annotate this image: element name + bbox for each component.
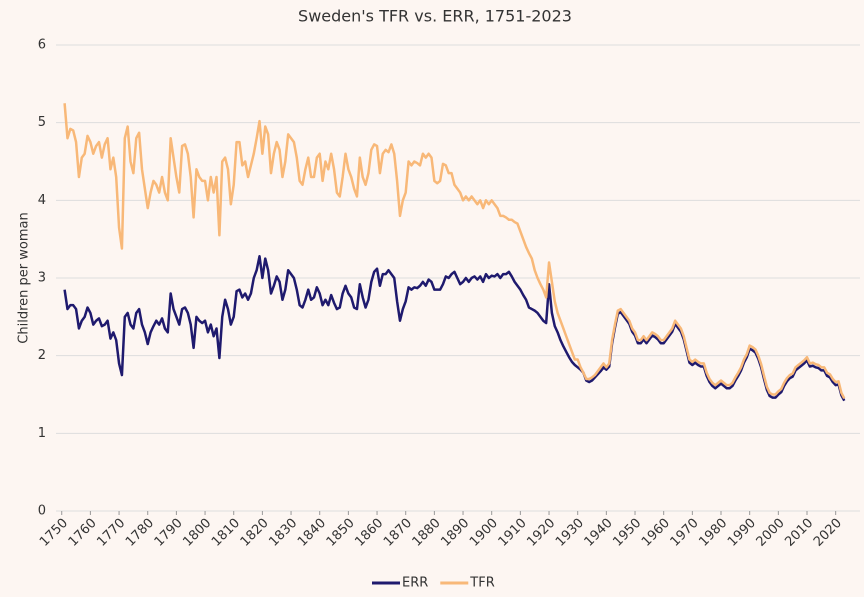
y-tick-label: 6 [38, 38, 46, 53]
y-tick-label: 5 [38, 115, 46, 130]
y-tick-label: 2 [38, 348, 46, 363]
chart-title: Sweden's TFR vs. ERR, 1751-2023 [298, 7, 572, 26]
legend-label: ERR [402, 576, 428, 591]
y-tick-label: 4 [38, 193, 46, 208]
y-tick-label: 3 [38, 271, 46, 286]
y-tick-label: 1 [38, 426, 46, 441]
y-tick-label: 0 [38, 504, 46, 519]
legend-label: TFR [469, 576, 494, 591]
series-line [63, 103, 846, 399]
y-axis-label: Children per woman [17, 212, 32, 343]
series-line [63, 255, 846, 402]
